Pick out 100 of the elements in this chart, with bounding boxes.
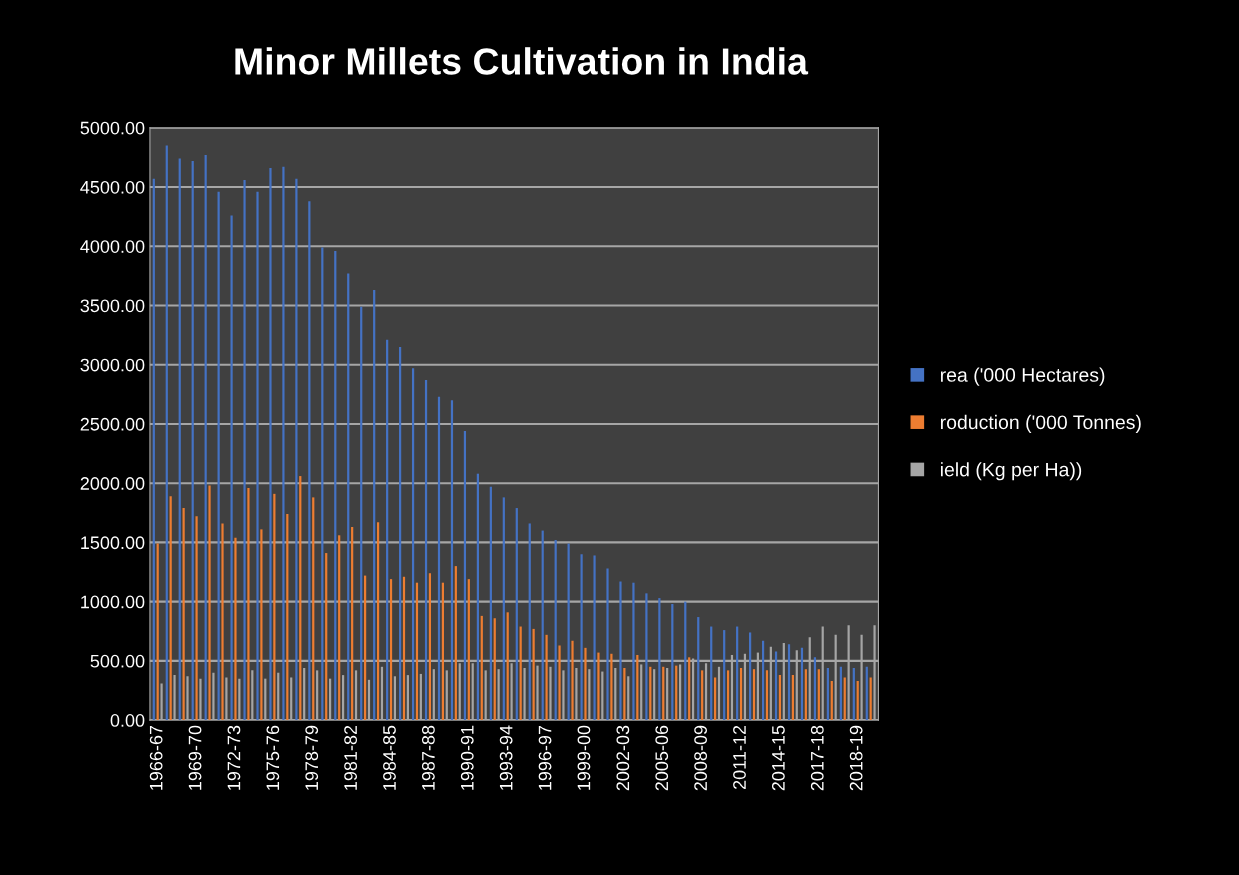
bar [221,523,224,721]
bar [364,575,367,721]
bar [191,160,194,721]
bar [791,675,794,721]
bar [610,653,613,721]
x-tick-label: 1978-79 [305,725,319,790]
bar [736,626,739,721]
bar [580,554,583,721]
bar [761,640,765,721]
bar [813,657,817,721]
x-tick-label: 1990-91 [460,725,474,790]
x-tick-label: 1969-70 [188,725,202,790]
y-tick-label: 3500.00 [80,299,145,313]
bar [817,669,820,721]
bar [658,598,661,721]
bar [571,640,574,721]
bar [467,579,470,721]
bar [204,155,207,721]
bar [156,543,159,721]
bar [830,681,833,721]
bar [528,523,531,721]
bar [852,668,855,721]
bar [645,593,648,721]
bar [606,568,609,721]
bar [411,368,415,721]
y-tick-label: 2000.00 [80,477,145,490]
bar [165,145,168,721]
bar [424,380,428,721]
bar [826,668,829,721]
bar [567,543,570,721]
bar [856,681,859,721]
bar [765,670,769,721]
x-tick-label: 2014-15 [771,725,785,791]
bar [593,555,596,721]
bar [321,247,324,721]
bar [295,178,298,721]
bar [476,473,479,721]
x-tick-label: 1996-97 [538,725,552,790]
bar [558,645,561,721]
bar [286,513,289,721]
x-tick-label: 1993-94 [499,725,513,790]
bar [749,632,752,721]
chart-title: Minor Millets Cultivation in India [235,47,809,75]
bar [178,158,181,721]
bar [752,669,756,721]
bar [463,431,467,721]
bar [865,666,868,721]
bar [260,529,263,721]
bar [619,581,622,721]
bar [723,630,726,721]
bar [454,566,457,721]
bar [376,522,380,721]
bar [402,576,406,721]
bar [632,582,635,721]
bar [787,644,791,721]
bar [217,191,220,721]
bar [584,647,587,721]
legend-label: rea ('000 Hectares) [940,367,1105,386]
bar [399,346,402,721]
bar [684,601,687,721]
bar [389,579,393,721]
bar [230,215,233,721]
bar [360,306,363,721]
bar [649,666,652,721]
bar [774,651,778,721]
y-tick-label: 5000.00 [80,121,145,135]
x-tick-label: 2008-09 [694,725,707,791]
x-tick-label: 1966-67 [149,725,163,790]
bar [804,669,807,721]
bar [415,582,419,721]
bar [338,535,341,721]
bar [347,273,350,721]
bar [532,628,535,721]
bar [839,666,842,721]
bar [671,604,674,721]
legend-label: roduction ('000 Tonnes) [940,414,1141,433]
y-tick-label: 0.00 [110,714,145,727]
x-tick-label: 2005-06 [655,725,669,791]
bar [701,670,704,721]
bar [234,537,237,721]
y-tick-label: 4000.00 [80,240,145,253]
x-tick-label: 1999-00 [577,725,591,790]
bar [506,612,509,721]
bar [515,508,518,721]
bar [441,582,444,721]
bar [869,677,872,721]
x-tick-label: 2017-18 [810,725,824,791]
bar [351,527,354,721]
bar [308,201,311,721]
x-tick-label: 1981-82 [344,725,357,790]
bar [710,626,713,721]
bar [386,339,389,721]
bar [428,573,432,721]
bar [714,677,717,721]
bar [493,618,496,721]
y-tick-label: 2500.00 [80,417,145,431]
bar [697,617,700,721]
y-tick-label: 1500.00 [81,536,145,550]
bar [450,400,454,721]
bar [373,290,376,721]
